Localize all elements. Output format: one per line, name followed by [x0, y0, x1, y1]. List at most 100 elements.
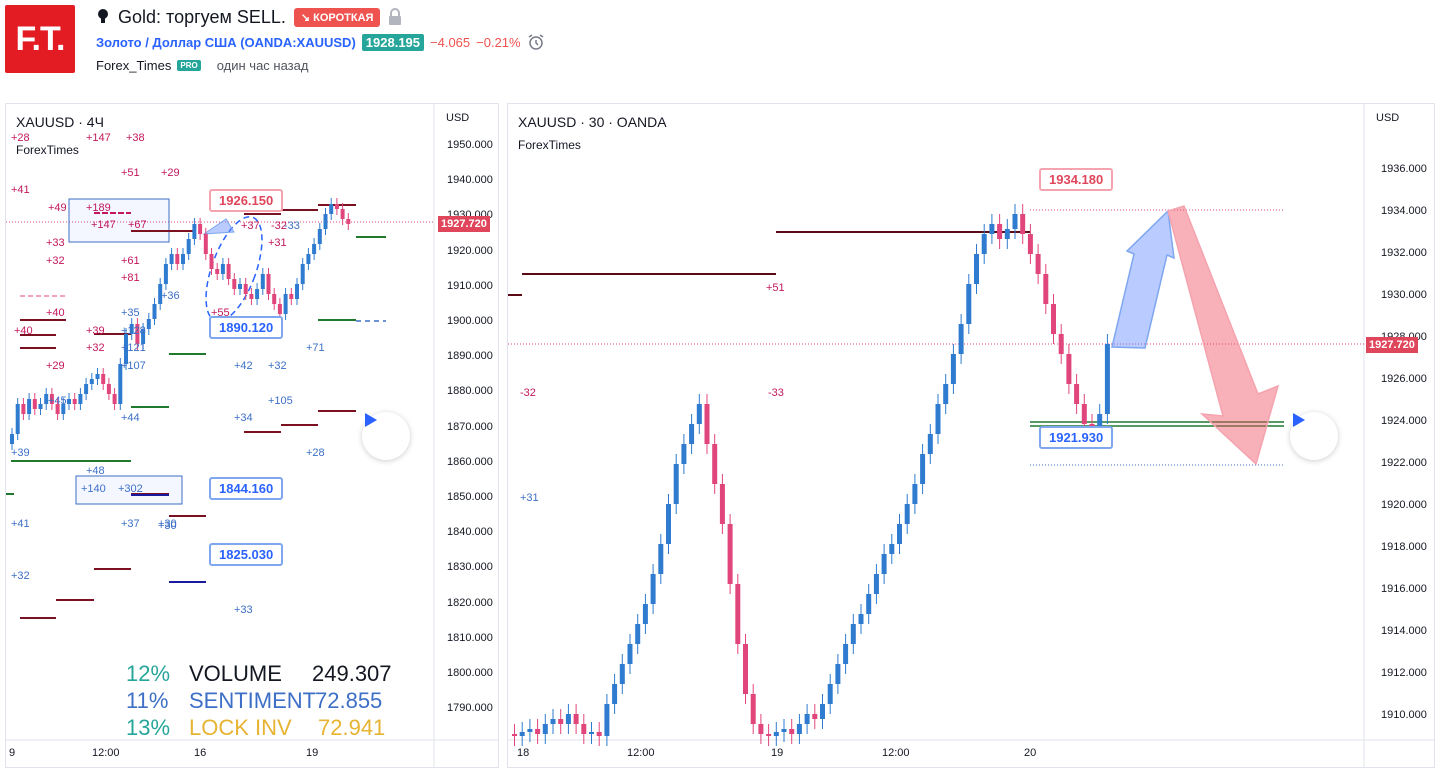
candle [573, 714, 579, 724]
candle [38, 404, 43, 409]
order-tag: +31 [520, 492, 539, 504]
author-row: Forex_Times PRO один час назад [96, 57, 308, 73]
candle [289, 294, 294, 299]
y-tick-label: 1820.000 [447, 596, 493, 609]
x-tick-label: 19 [771, 747, 784, 759]
order-tag: +32 [86, 342, 105, 354]
callout-high: 1934.180 [1039, 168, 1114, 191]
order-tag: +140 [81, 483, 106, 495]
candle [642, 604, 648, 624]
candle [912, 484, 918, 504]
candle [243, 284, 248, 294]
alarm-clock-icon[interactable] [527, 33, 545, 51]
candle [306, 254, 311, 264]
candle [897, 524, 902, 544]
candle [527, 729, 533, 732]
candle [1074, 384, 1080, 404]
candle [95, 374, 100, 379]
zone-box [75, 475, 183, 505]
change-abs: −4.065 [430, 34, 471, 50]
candle [881, 554, 887, 574]
order-tag: +32 [268, 360, 287, 372]
order-tag: -32 [271, 220, 287, 232]
pro-badge: PRO [177, 59, 201, 71]
lock-icon [389, 8, 402, 25]
candle [866, 594, 872, 614]
order-tag: +71 [306, 342, 325, 354]
candle [15, 404, 20, 434]
y-tick-label: 1890.000 [447, 350, 493, 363]
y-tick-label: 1912.000 [1381, 667, 1427, 679]
order-tag: +41 [11, 184, 30, 196]
candle [581, 724, 587, 734]
candle [542, 724, 548, 734]
candle [1004, 229, 1010, 239]
y-tick-label: 1800.000 [447, 667, 493, 679]
zone-box [68, 198, 170, 243]
symbol-link[interactable]: Золото / Доллар США (OANDA:XAUUSD) [96, 34, 356, 50]
candle [255, 289, 260, 299]
candle [186, 239, 191, 254]
y-tick-label: 1926.000 [1381, 373, 1427, 385]
order-tag: +36 [161, 290, 180, 302]
order-tag: +105 [268, 395, 293, 407]
y-tick-label: 1910.000 [1381, 709, 1427, 721]
candle [192, 224, 197, 239]
candle [766, 734, 772, 736]
candle [266, 274, 271, 294]
author-name[interactable]: Forex_Times [96, 57, 172, 73]
right-chart-panel[interactable]: XAUUSD · 30 · OANDA ForexTimes USD 1936.… [507, 103, 1435, 768]
candle [124, 334, 128, 364]
stat-lockinv-pct: 13% [126, 715, 171, 740]
candle [997, 224, 1003, 239]
order-tag: +48 [86, 465, 105, 477]
order-tag: +189 [86, 202, 111, 214]
right-chart-canvas[interactable] [508, 104, 1434, 767]
candle [612, 684, 618, 704]
candle [72, 399, 77, 404]
candle [989, 224, 995, 234]
candle [55, 404, 60, 414]
candle [558, 719, 564, 724]
candle [49, 394, 54, 404]
candle [10, 434, 14, 444]
left-axis-unit: USD [446, 112, 470, 124]
candle [163, 264, 168, 284]
left-chart-panel[interactable]: XAUUSD · 4Ч ForexTimes USD 1950.000 1940.… [5, 103, 499, 768]
candle [789, 729, 795, 734]
candle [835, 664, 841, 684]
candle [712, 444, 718, 484]
order-tag: +39 [86, 325, 105, 337]
order-tag: +32 [46, 255, 65, 267]
left-current-price-tag: 1927.720 [438, 216, 490, 232]
change-pct: −0.21% [476, 34, 521, 50]
stat-lockinv-label: LOCK INV [189, 715, 292, 740]
candle [27, 399, 32, 414]
candle [334, 204, 339, 209]
candle [272, 294, 277, 304]
brand-logo[interactable]: F.T. [5, 5, 75, 73]
order-tag: +81 [121, 272, 140, 284]
candle [1081, 404, 1087, 424]
left-chart-canvas[interactable] [6, 104, 498, 767]
candle [346, 219, 351, 224]
y-tick-label: 1920.000 [447, 244, 493, 257]
play-button[interactable] [1290, 412, 1338, 460]
level-lines [6, 204, 386, 619]
left-chart-title: XAUUSD · 4Ч [16, 114, 104, 130]
candle [181, 254, 185, 264]
projection-down-arrow [1167, 205, 1280, 466]
stat-volume-pct: 12% [126, 661, 171, 686]
y-tick-label: 1840.000 [447, 526, 493, 539]
candle [596, 732, 602, 736]
stat-lockinv-value: 72.941 [318, 715, 386, 740]
y-tick-label: 1930.000 [1381, 289, 1427, 301]
play-button[interactable] [362, 412, 410, 460]
candle [118, 364, 123, 404]
candle [283, 294, 288, 314]
candle [650, 574, 656, 604]
order-tag: +55 [211, 307, 230, 319]
candle [158, 284, 163, 304]
y-tick-label: 1900.000 [447, 315, 493, 327]
candle [146, 319, 151, 329]
